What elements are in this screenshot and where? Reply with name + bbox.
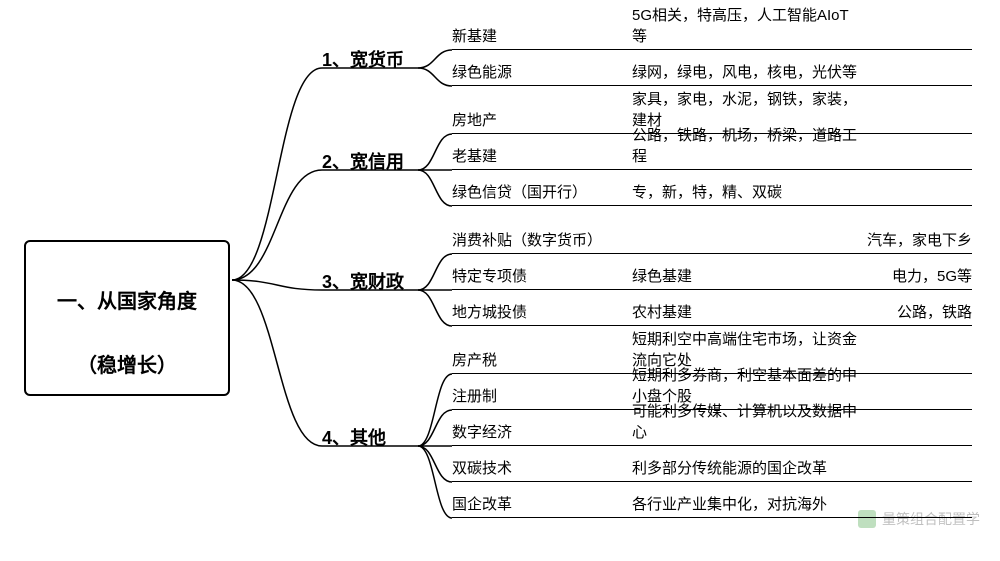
root-node: 一、从国家角度 （稳增长） [24,240,230,396]
leaf-row: 消费补贴（数字货币） 汽车，家电下乡 [452,226,972,254]
leaf-cell: 农村基建 [632,301,862,322]
leaf-row: 双碳技术利多部分传统能源的国企改革 [452,454,972,482]
leaf-row: 数字经济可能利多传媒、计算机以及数据中心 [452,418,972,446]
leaf-cell: 双碳技术 [452,457,632,478]
branch-label: 3、宽财政 [322,268,418,294]
leaf-cell: 新基建 [452,25,632,46]
leaf-row: 老基建公路，铁路，机场，桥梁，道路工程 [452,142,972,170]
leaf-cell: 消费补贴（数字货币） [452,229,632,250]
leaf-cell: 各行业产业集中化，对抗海外 [632,493,862,514]
leaf-cell: 可能利多传媒、计算机以及数据中心 [632,400,862,442]
root-line1: 一、从国家角度 [57,291,197,313]
leaf-row: 国企改革各行业产业集中化，对抗海外 [452,490,972,518]
branch-label: 4、其他 [322,424,418,450]
leaf-cell: 绿色基建 [632,265,862,286]
leaf-cell: 数字经济 [452,421,632,442]
leaf-cell: 电力，5G等 [862,265,972,286]
branch-label: 1、宽货币 [322,46,418,72]
branch-label: 2、宽信用 [322,148,418,174]
leaf-row: 特定专项债绿色基建电力，5G等 [452,262,972,290]
leaf-cell: 公路，铁路，机场，桥梁，道路工程 [632,124,862,166]
root-line2: （稳增长） [77,355,177,377]
leaf-cell: 注册制 [452,385,632,406]
leaf-cell: 老基建 [452,145,632,166]
leaf-cell: 专，新，特，精、双碳 [632,181,862,202]
leaf-cell: 绿色能源 [452,61,632,82]
leaf-cell: 绿色信贷（国开行） [452,181,632,202]
leaf-row: 新基建5G相关，特高压，人工智能AIoT等 [452,22,972,50]
leaf-cell: 5G相关，特高压，人工智能AIoT等 [632,4,862,46]
leaf-cell: 特定专项债 [452,265,632,286]
leaf-cell: 国企改革 [452,493,632,514]
leaf-cell: 汽车，家电下乡 [862,229,972,250]
leaf-row: 绿色能源绿网，绿电，风电，核电，光伏等 [452,58,972,86]
leaf-cell: 公路，铁路 [862,301,972,322]
leaf-cell: 地方城投债 [452,301,632,322]
leaf-cell: 房产税 [452,349,632,370]
leaf-cell: 房地产 [452,109,632,130]
leaf-row: 地方城投债农村基建公路，铁路 [452,298,972,326]
leaf-cell: 利多部分传统能源的国企改革 [632,457,862,478]
leaf-row: 绿色信贷（国开行）专，新，特，精、双碳 [452,178,972,206]
leaf-cell: 绿网，绿电，风电，核电，光伏等 [632,61,862,82]
